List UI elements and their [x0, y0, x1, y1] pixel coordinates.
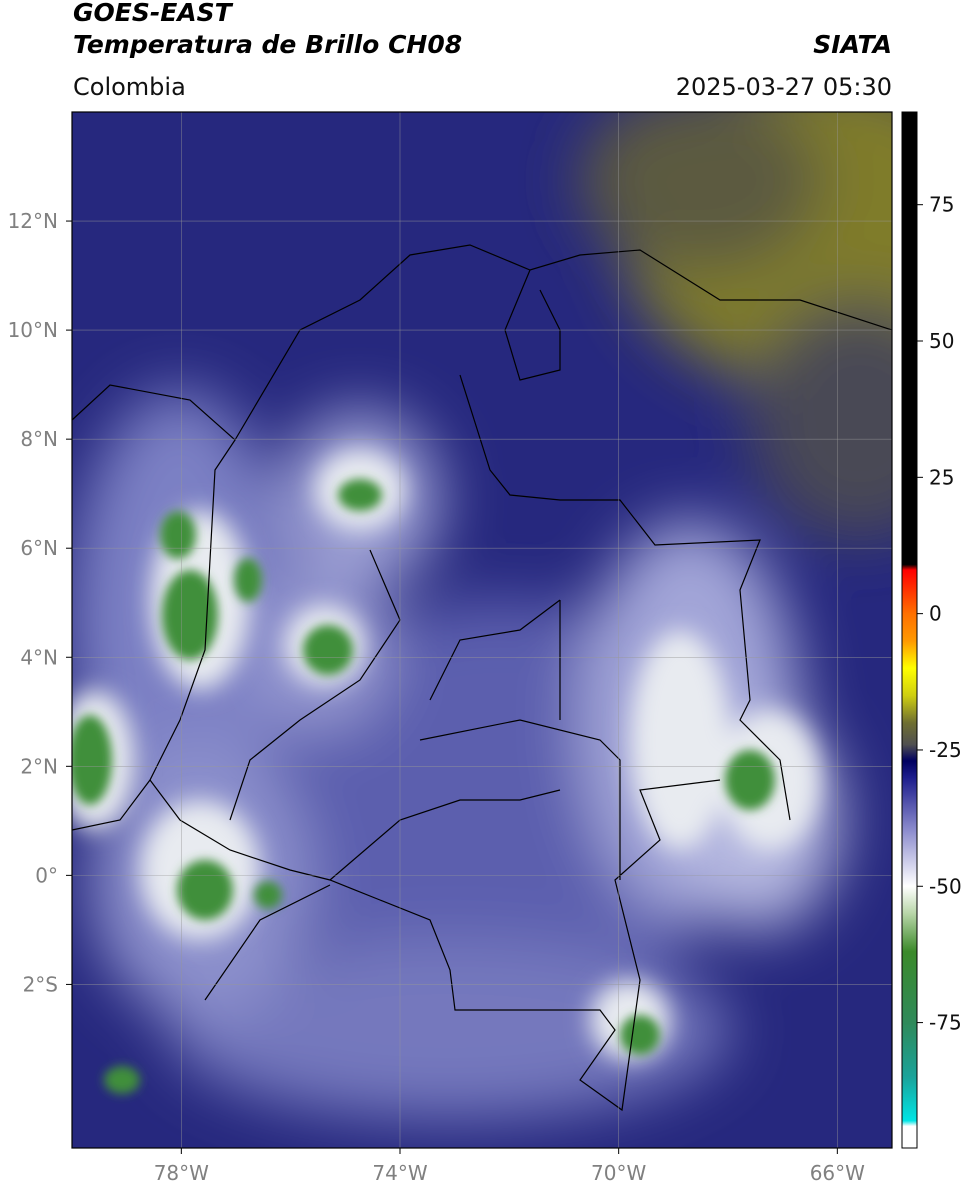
colorbar: [901, 111, 918, 1149]
satellite-image: [72, 112, 892, 1148]
y-tick-label: 10°N: [8, 318, 58, 342]
colorbar-tick-label: 50: [929, 329, 954, 353]
colorbar-tick-label: -75: [929, 1011, 962, 1035]
x-tick-label: 70°W: [591, 1161, 646, 1185]
map-frame: [71, 111, 893, 1149]
title: GOES-EAST: [73, 0, 234, 27]
x-tick-label: 74°W: [372, 1161, 427, 1185]
y-tick-label: 2°S: [23, 972, 58, 996]
colorbar-tick-label: 75: [929, 193, 954, 217]
y-tick-label: 2°N: [20, 754, 58, 778]
y-tick-label: 0°: [35, 863, 58, 887]
borders: [72, 244, 892, 1112]
organization: SIATA: [813, 30, 892, 59]
colorbar-tick-label: -50: [929, 874, 962, 898]
y-tick-label: 12°N: [8, 209, 58, 233]
grid: [72, 112, 892, 1148]
y-tick-label: 4°N: [20, 645, 58, 669]
colorbar-tick-label: 0: [929, 602, 942, 626]
colorbar-tick-label: -25: [929, 738, 962, 762]
subtitle: Temperatura de Brillo CH08: [73, 30, 462, 59]
region: Colombia: [73, 73, 186, 101]
x-tick-label: 78°W: [154, 1161, 209, 1185]
y-tick-label: 6°N: [20, 536, 58, 560]
datetime: 2025-03-27 05:30: [676, 73, 892, 101]
colorbar-tick-label: 25: [929, 465, 954, 489]
y-tick-label: 8°N: [20, 427, 58, 451]
x-tick-label: 66°W: [810, 1161, 865, 1185]
